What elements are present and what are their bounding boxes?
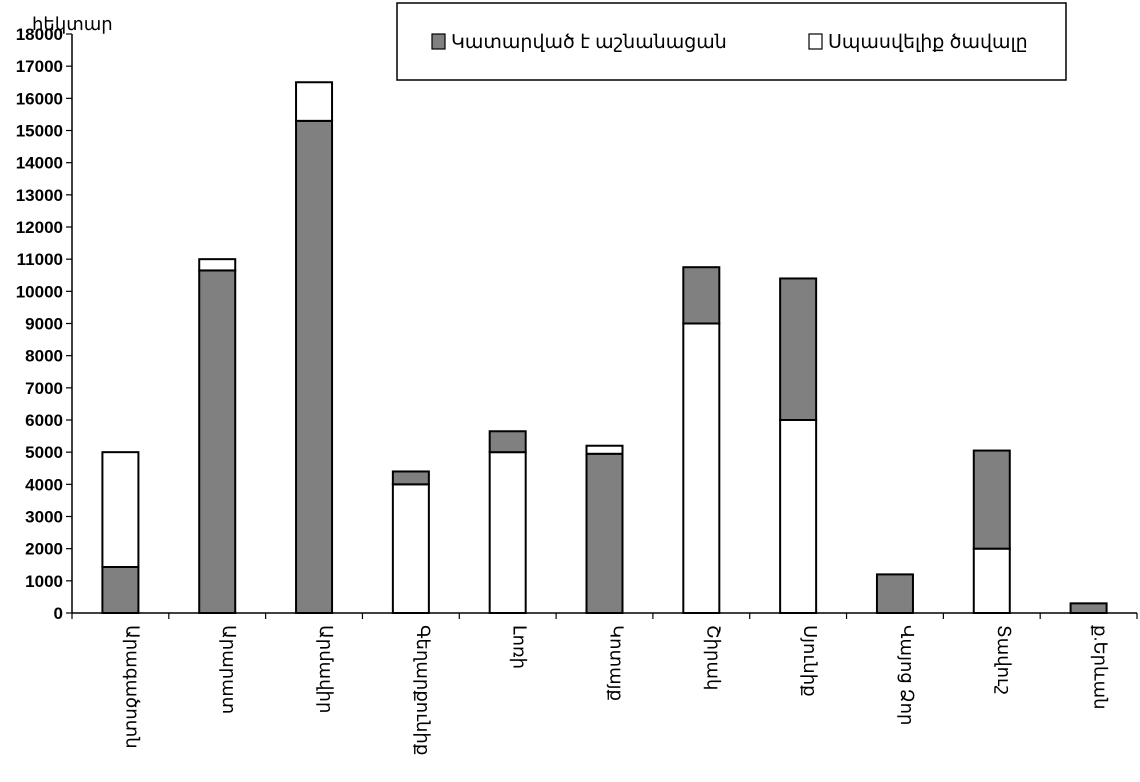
y-tick-label: 4000 [25, 475, 63, 494]
bar-segment-completed [972, 449, 1011, 550]
category-label: ք.Երևան [1091, 625, 1111, 710]
category-label: Արմավիր [316, 625, 336, 713]
bar-segment-completed [295, 119, 334, 614]
y-tick-label: 8000 [25, 347, 63, 366]
category-label: Արարատ [219, 625, 239, 714]
x-axis-ticks [71, 613, 1138, 619]
bar-segment-expected [972, 547, 1011, 615]
bar-segment-expected [198, 258, 237, 272]
legend-label-expected: Սպասվելիք ծավալը [828, 32, 1028, 53]
y-tick-label: 3000 [25, 508, 63, 527]
y-tick-label: 2000 [25, 540, 63, 559]
category-label: Տավուշ [994, 625, 1014, 695]
category-label: Գեղարքունիք [413, 625, 433, 755]
y-axis-label: հեկտար [32, 14, 113, 34]
category-label: Կոտայք [607, 625, 627, 701]
bar-segment-completed [779, 277, 818, 422]
category-label: Լոռի [510, 625, 530, 669]
y-tick-label: 15000 [16, 122, 63, 141]
y-tick-label: 7000 [25, 379, 63, 398]
bar-segment-expected [488, 451, 527, 614]
bar-segment-completed [391, 470, 430, 486]
y-tick-label: 16000 [16, 89, 63, 108]
y-tick-label: 12000 [16, 218, 63, 237]
bar-segment-completed [1069, 602, 1108, 614]
bars [101, 81, 1108, 615]
bar-segment-completed [585, 452, 624, 614]
y-tick-label: 6000 [25, 411, 63, 430]
legend-label-completed: Կատարված է աշնանացան [451, 32, 727, 53]
y-tick-label: 1000 [25, 572, 63, 591]
legend-box [396, 2, 1067, 81]
legend-swatch-expected [808, 33, 823, 50]
bar-segment-completed [198, 269, 237, 614]
bar-segment-expected [779, 419, 818, 614]
legend: Կատարված է աշնանացան Սպասվելիք ծավալը [396, 2, 1067, 81]
y-tick-label: 11000 [17, 250, 63, 269]
bar-segment-expected [101, 451, 140, 569]
bar-segment-completed [101, 566, 140, 614]
y-tick-label: 18000 [16, 25, 63, 44]
bar-segment-completed [875, 573, 914, 615]
y-tick-label: 14000 [16, 154, 63, 173]
bar-segment-expected [391, 483, 430, 615]
bar-segment-completed [488, 430, 527, 454]
category-labels: Արագածոտն Արարատ Արմավիր Գեղարքունիք Լոռի Կոտ… [122, 625, 1110, 755]
y-axis-ticks: 0 1000 2000 3000 4000 5000 6000 7000 8000 9000 100… [16, 25, 72, 623]
legend-swatch-completed [431, 33, 446, 50]
category-label: Արագածոտն [122, 625, 142, 749]
bar-segment-expected [585, 444, 624, 455]
category-label: Վայոց Ձոր [897, 625, 917, 725]
y-tick-label: 13000 [16, 186, 63, 205]
bar-segment-expected [295, 81, 334, 122]
y-tick-label: 0 [54, 604, 63, 623]
y-tick-label: 9000 [25, 315, 63, 334]
bar-segment-completed [682, 266, 721, 325]
category-label: Սյունիք [800, 625, 820, 697]
y-tick-label: 10000 [16, 282, 63, 301]
y-tick-label: 5000 [25, 443, 63, 462]
y-tick-label: 17000 [16, 57, 63, 76]
category-label: Շիրակ [703, 625, 723, 690]
bar-segment-expected [682, 322, 721, 614]
